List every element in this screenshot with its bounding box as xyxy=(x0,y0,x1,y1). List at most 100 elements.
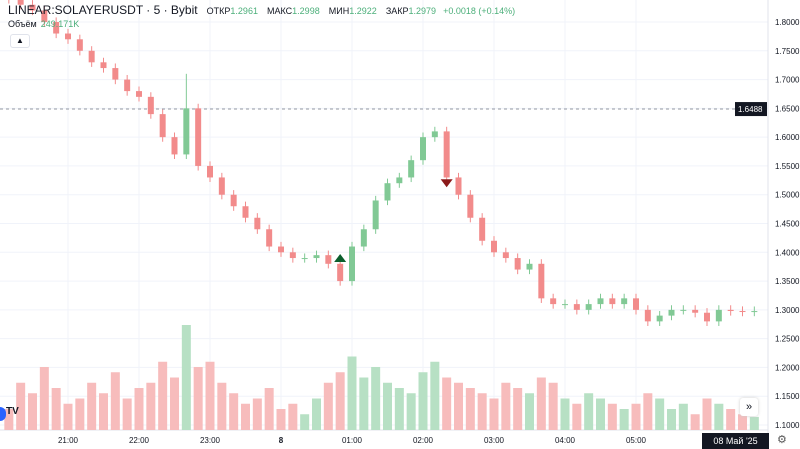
symbol-title[interactable]: LINEAR:SOLAYERUSDT · 5 · Bybit xyxy=(8,3,198,17)
candle-body xyxy=(408,160,415,178)
volume-bar xyxy=(252,398,262,430)
tradingview-logo[interactable]: TV xyxy=(6,406,19,417)
volume-bar xyxy=(690,414,700,430)
volume-bar xyxy=(170,377,179,430)
volume-bar xyxy=(631,403,641,430)
volume-bar xyxy=(359,377,369,430)
volume-bar xyxy=(99,393,108,430)
volume-bar xyxy=(702,398,712,430)
candle-body xyxy=(443,131,450,178)
price-axis-label: 1.2500 xyxy=(775,335,800,344)
chevron-up-icon: ▲ xyxy=(16,36,24,45)
volume-bar xyxy=(193,367,203,430)
price-axis-label: 1.5000 xyxy=(775,191,800,200)
time-axis-label: 22:00 xyxy=(129,436,150,445)
symbol-legend: LINEAR:SOLAYERUSDT · 5 · Bybit ОТКР1.296… xyxy=(8,3,515,18)
volume-bar xyxy=(134,388,144,430)
candle-body xyxy=(597,298,604,305)
candle-body xyxy=(502,252,509,259)
time-axis-label: 23:00 xyxy=(200,436,221,445)
double-chevron-right-icon: » xyxy=(745,401,753,413)
time-axis-label: 8 xyxy=(279,436,284,445)
open-value: 1.2961 xyxy=(230,6,258,16)
volume-bar xyxy=(300,414,310,430)
volume-bar xyxy=(714,403,724,430)
volume-bar xyxy=(738,414,747,430)
low-label: МИН xyxy=(328,6,350,16)
price-axis-label: 1.8000 xyxy=(775,18,800,27)
volume-bar xyxy=(217,382,227,430)
time-axis-label: 21:00 xyxy=(58,436,79,445)
volume-bar xyxy=(110,372,120,430)
volume-bar xyxy=(158,361,168,430)
candle-body xyxy=(266,229,273,247)
candle-body xyxy=(112,68,119,80)
volume-bar xyxy=(383,382,392,430)
volume-bar xyxy=(619,409,629,430)
current-price-label: 1.6488 xyxy=(738,105,763,114)
candle-body xyxy=(479,217,486,241)
candle-body xyxy=(585,304,592,310)
low-value: 1.2922 xyxy=(349,6,377,16)
collapse-legend-button[interactable]: ▲ xyxy=(10,34,30,48)
volume-bar xyxy=(596,398,605,430)
side-toggle-button[interactable] xyxy=(0,407,6,421)
candle-body xyxy=(41,10,48,23)
candle-body xyxy=(349,246,355,282)
volume-bar xyxy=(513,388,523,430)
time-axis-label: 04:00 xyxy=(555,436,576,445)
time-axis-label: 03:00 xyxy=(484,436,505,445)
time-axis-label: 05:00 xyxy=(626,436,647,445)
candle-body xyxy=(301,258,308,260)
volume-bar xyxy=(667,409,676,430)
volume-bar xyxy=(371,367,381,430)
price-axis-label: 1.4000 xyxy=(775,248,800,257)
volume-label: Объём xyxy=(8,19,37,29)
volume-bar xyxy=(477,393,487,430)
volume-bar xyxy=(536,377,546,430)
sell-arrow-icon xyxy=(440,179,453,188)
candle-body xyxy=(573,304,580,310)
price-axis-label: 1.6500 xyxy=(775,104,800,113)
candle-body xyxy=(65,33,71,40)
price-axis-label: 1.5500 xyxy=(775,162,800,171)
volume-bar xyxy=(454,382,463,430)
candle-body xyxy=(633,298,639,310)
scroll-to-realtime-button[interactable]: » xyxy=(740,398,758,416)
high-value: 1.2998 xyxy=(292,6,320,16)
close-label: ЗАКР xyxy=(385,6,409,16)
candle-body xyxy=(538,263,545,299)
price-axis-label: 1.4500 xyxy=(775,220,800,229)
price-axis-label: 1.7000 xyxy=(775,76,800,85)
candle-body xyxy=(692,309,699,313)
candle-body xyxy=(644,309,651,322)
volume-bar xyxy=(323,382,333,430)
volume-bar xyxy=(406,393,416,430)
price-axis-label: 1.6000 xyxy=(775,133,800,142)
candle-body xyxy=(751,311,758,313)
settings-gear-icon[interactable]: ⚙ xyxy=(777,434,787,446)
candle-body xyxy=(431,131,438,138)
current-price-badge xyxy=(735,102,767,117)
volume-bar xyxy=(678,403,688,430)
candle-body xyxy=(680,309,687,311)
candle-body xyxy=(136,91,142,97)
volume-bar xyxy=(560,398,570,430)
volume-bar xyxy=(394,388,404,430)
volume-bar xyxy=(726,409,736,430)
candle-body xyxy=(278,246,284,253)
candle-body xyxy=(242,206,249,218)
volume-value: 249.171K xyxy=(40,19,80,29)
price-axis-label: 1.3500 xyxy=(775,277,800,286)
volume-bar xyxy=(442,377,452,430)
volume-bar xyxy=(288,403,298,430)
volume-bar xyxy=(264,388,274,430)
volume-bar xyxy=(335,372,345,430)
volume-bar xyxy=(122,398,132,430)
volume-bar xyxy=(4,409,14,430)
candle-body xyxy=(455,177,462,195)
candle-body xyxy=(313,255,320,259)
candle-body xyxy=(739,311,746,313)
